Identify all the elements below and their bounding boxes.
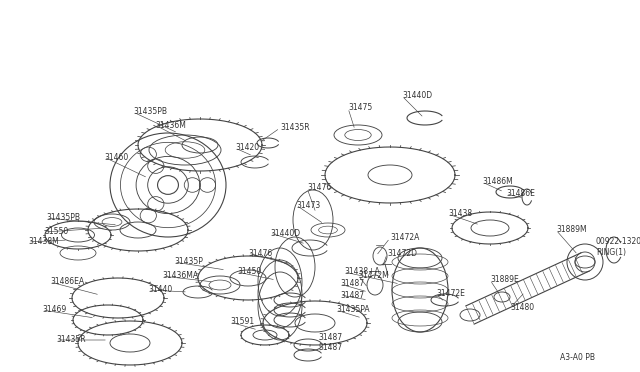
Text: 31469: 31469 (42, 305, 67, 314)
Text: 31438+A: 31438+A (344, 267, 380, 276)
Text: 31435PA: 31435PA (336, 305, 370, 314)
Text: 31476: 31476 (307, 183, 332, 192)
Text: 31435P: 31435P (174, 257, 203, 266)
Text: 31475: 31475 (348, 103, 372, 112)
Text: 31435PB: 31435PB (46, 214, 80, 222)
Text: 31480: 31480 (510, 304, 534, 312)
Text: 31436MA: 31436MA (162, 272, 198, 280)
Text: A3-A0 PB: A3-A0 PB (560, 353, 595, 362)
Text: 31487: 31487 (340, 291, 364, 299)
Text: 31486EA: 31486EA (50, 278, 84, 286)
Text: 31472D: 31472D (387, 250, 417, 259)
Text: 31440D: 31440D (270, 228, 300, 237)
Text: RING(1): RING(1) (596, 248, 626, 257)
Text: 31591: 31591 (230, 317, 254, 327)
Text: 31450: 31450 (237, 267, 261, 276)
Text: 31435R: 31435R (280, 124, 310, 132)
Text: 00922-13200: 00922-13200 (596, 237, 640, 247)
Text: 31487: 31487 (318, 333, 342, 341)
Text: 31440: 31440 (148, 285, 172, 295)
Text: 31472M: 31472M (358, 270, 388, 279)
Text: 31440D: 31440D (402, 92, 432, 100)
Text: 31476: 31476 (248, 248, 272, 257)
Text: 31472A: 31472A (390, 234, 419, 243)
Text: 31438M: 31438M (28, 237, 59, 247)
Text: 31889M: 31889M (556, 225, 587, 234)
Text: 31438: 31438 (448, 209, 472, 218)
Text: 31486M: 31486M (482, 177, 513, 186)
Text: 31487: 31487 (318, 343, 342, 353)
Text: 31420: 31420 (235, 144, 259, 153)
Text: 31487: 31487 (340, 279, 364, 289)
Text: 31550: 31550 (44, 228, 68, 237)
Text: 31435PB: 31435PB (133, 108, 167, 116)
Text: 31889E: 31889E (490, 276, 519, 285)
Text: 31435R: 31435R (56, 336, 86, 344)
Text: 31472E: 31472E (436, 289, 465, 298)
Text: 31486E: 31486E (506, 189, 535, 199)
Text: 31436M: 31436M (155, 121, 186, 129)
Text: 31473: 31473 (296, 201, 320, 209)
Text: 31460: 31460 (104, 153, 128, 161)
